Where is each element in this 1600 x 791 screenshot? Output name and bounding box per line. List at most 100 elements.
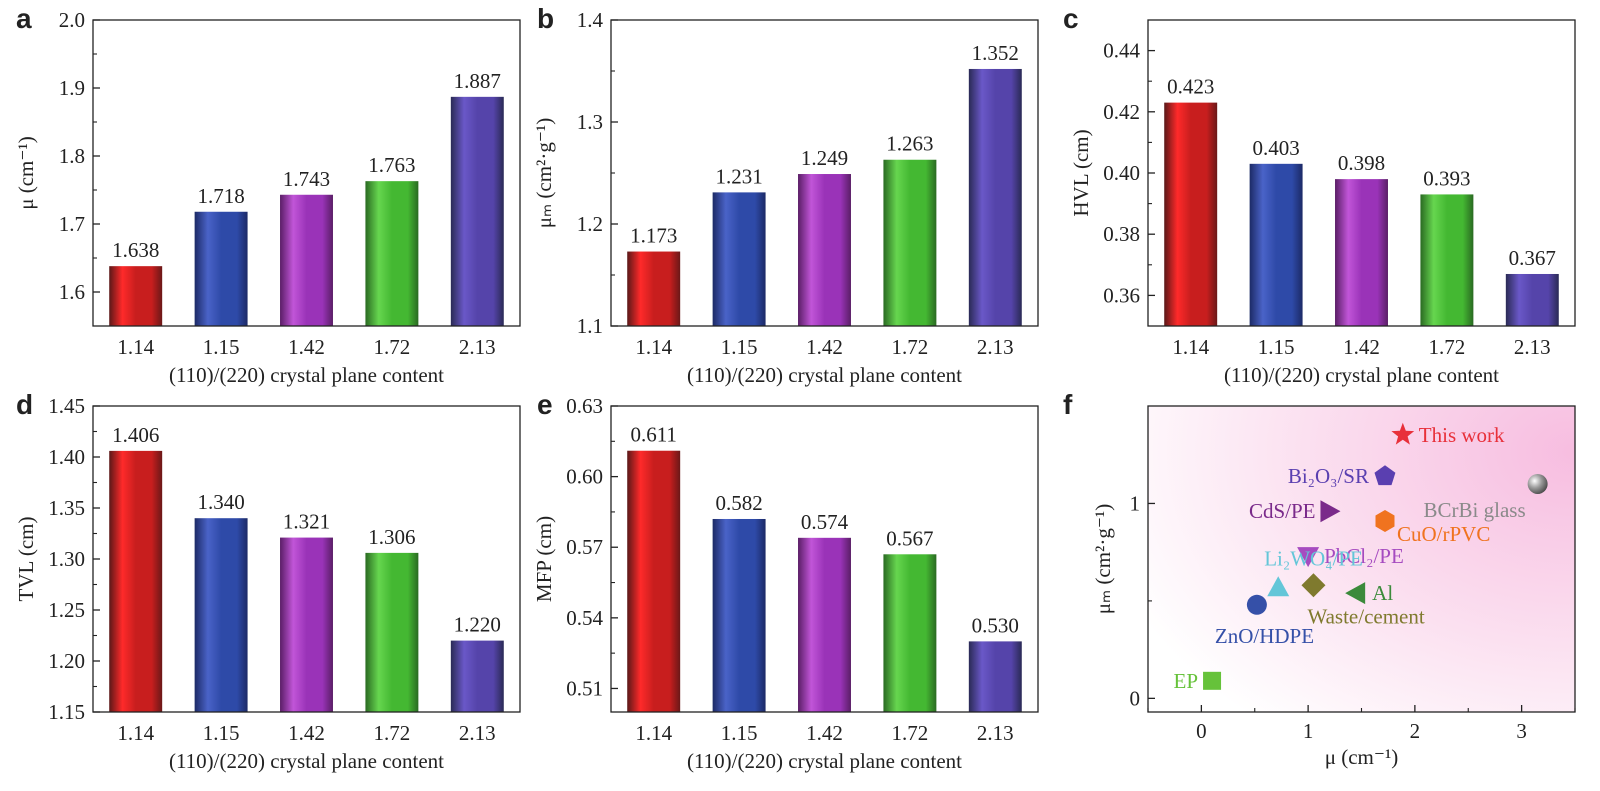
y-tick-label: 0.54 — [566, 606, 603, 630]
y-tick-label: 1.9 — [59, 76, 85, 100]
x-tick-label: 1.14 — [117, 721, 154, 745]
y-tick-label: 1.6 — [59, 280, 85, 304]
y-tick-label: 0 — [1130, 686, 1141, 710]
y-tick-label: 0.44 — [1103, 39, 1140, 63]
y-tick-label: 1.35 — [48, 496, 85, 520]
x-tick-label: 1.15 — [721, 721, 758, 745]
panel-c: 0.423 1.14 0.403 1.15 0.398 1.42 0.393 1.72 0.36… — [1069, 19, 1576, 387]
panel-f: 0 1 2 3 0 1 μ (cm⁻¹) μₘ (cm²·g⁻¹) This work Bi₂O₃… — [1091, 405, 1576, 769]
bar — [109, 450, 163, 712]
point-label: Bi₂O₃/SR — [1288, 464, 1369, 488]
bar — [627, 450, 681, 712]
y-tick-label: 0.63 — [566, 394, 603, 418]
y-tick-label: 0.60 — [566, 465, 603, 489]
data-label: 1.321 — [283, 510, 330, 534]
bar — [1505, 273, 1559, 326]
bar — [1164, 102, 1218, 327]
x-tick-label: 2.13 — [977, 721, 1014, 745]
y-tick-label: 1.40 — [48, 445, 85, 469]
data-label: 1.249 — [801, 146, 848, 170]
panel-a: 1.638 1.14 1.718 1.15 1.743 1.42 1.763 1.72 1.88… — [14, 8, 521, 387]
x-tick-label: 1.42 — [288, 721, 325, 745]
y-axis-label: μ (cm⁻¹) — [14, 136, 38, 210]
data-label: 1.743 — [283, 167, 330, 191]
bar — [627, 251, 681, 326]
data-label: 0.530 — [972, 613, 1019, 637]
diamond-marker — [1301, 573, 1326, 598]
x-tick-label: 1.14 — [117, 335, 154, 359]
data-label: 1.406 — [112, 423, 159, 447]
x-tick-label: 1 — [1303, 719, 1314, 743]
panel-letter: d — [16, 389, 33, 420]
data-label: 0.611 — [630, 423, 676, 447]
data-label: 0.567 — [886, 526, 933, 550]
data-label: 1.887 — [454, 69, 501, 93]
star-marker — [1391, 422, 1415, 445]
triangle-left-marker — [1345, 582, 1366, 605]
sphere-marker — [1527, 473, 1548, 494]
x-tick-label: 1.15 — [721, 335, 758, 359]
triangle-right-marker — [1320, 500, 1341, 523]
plot-frame — [92, 19, 521, 327]
bar — [883, 159, 937, 326]
data-label: 0.393 — [1423, 166, 1470, 190]
x-tick-label: 1.72 — [374, 335, 411, 359]
bar — [450, 96, 504, 326]
x-axis-label: (110)/(220) crystal plane content — [1224, 363, 1499, 387]
bar — [798, 174, 851, 326]
point-label: Li₂WO₄/PE — [1264, 546, 1363, 570]
x-tick-label: 2.13 — [977, 335, 1014, 359]
point-label: CuO/rPVC — [1397, 522, 1490, 546]
y-tick-label: 1.2 — [577, 212, 603, 236]
panel-letter: b — [537, 3, 554, 34]
circle-marker — [1246, 594, 1267, 615]
data-label: 0.367 — [1509, 246, 1556, 270]
panel-letter: a — [16, 3, 32, 34]
plot-background — [1148, 406, 1575, 712]
data-label: 1.220 — [454, 613, 501, 637]
bar — [280, 194, 333, 326]
data-label: 0.574 — [801, 510, 849, 534]
x-tick-label: 1.14 — [635, 721, 672, 745]
y-tick-label: 0.42 — [1103, 100, 1140, 124]
x-tick-label: 1.72 — [374, 721, 411, 745]
x-tick-label: 3 — [1516, 719, 1527, 743]
y-tick-label: 0.36 — [1103, 283, 1140, 307]
y-tick-label: 0.57 — [566, 535, 603, 559]
x-axis-label: (110)/(220) crystal plane content — [169, 749, 444, 773]
x-tick-label: 2.13 — [459, 335, 496, 359]
bar — [712, 192, 766, 326]
point-label: PbCl₂/PE — [1324, 544, 1404, 568]
data-label: 0.403 — [1252, 136, 1299, 160]
panel-letter: e — [537, 389, 553, 420]
triangle-up-marker — [1267, 576, 1290, 597]
point-label: ZnO/HDPE — [1215, 624, 1314, 648]
panel-letter: c — [1063, 3, 1079, 34]
y-tick-label: 1.3 — [577, 110, 603, 134]
panel-d: 1.406 1.14 1.340 1.15 1.321 1.42 1.306 1.72 1.22… — [14, 394, 521, 773]
x-tick-label: 2.13 — [459, 721, 496, 745]
y-axis-label: μₘ (cm²·g⁻¹) — [532, 118, 556, 228]
pentagon-marker — [1374, 465, 1396, 486]
bar — [365, 181, 419, 326]
y-axis-label: HVL (cm) — [1069, 129, 1093, 216]
bar — [1335, 179, 1388, 326]
bar — [109, 266, 163, 326]
bar — [968, 68, 1022, 327]
x-axis-label: (110)/(220) crystal plane content — [169, 363, 444, 387]
x-axis-label: (110)/(220) crystal plane content — [687, 749, 962, 773]
bar — [712, 518, 766, 712]
x-tick-label: 2.13 — [1514, 335, 1551, 359]
bar — [968, 641, 1022, 712]
y-tick-label: 0.51 — [566, 676, 603, 700]
data-label: 1.231 — [715, 164, 762, 188]
bar — [194, 211, 248, 326]
data-label: 0.398 — [1338, 151, 1385, 175]
point-label: CdS/PE — [1249, 499, 1316, 523]
plot-frame — [610, 405, 1039, 713]
x-axis-label: (110)/(220) crystal plane content — [687, 363, 962, 387]
y-tick-label: 1.8 — [59, 144, 85, 168]
data-label: 1.638 — [112, 238, 159, 262]
x-tick-label: 1.15 — [1258, 335, 1295, 359]
point-label: BCrBi glass — [1424, 498, 1526, 522]
